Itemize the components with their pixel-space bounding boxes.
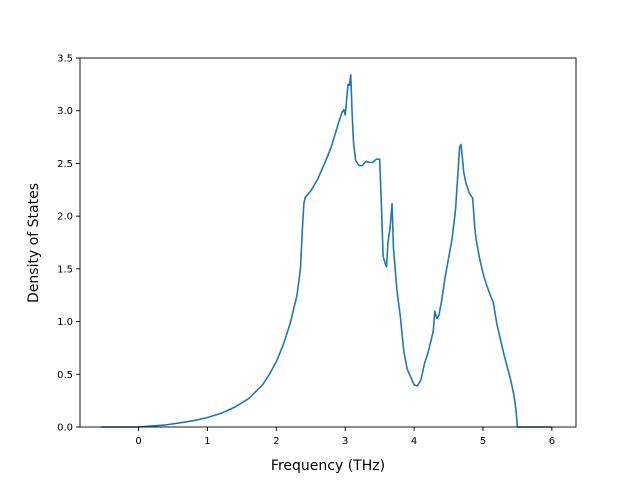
x-tick-label: 4 [411,436,417,447]
x-tick-label: 2 [273,436,279,447]
y-tick-label: 1.5 [57,264,73,275]
x-tick-label: 6 [549,436,555,447]
y-tick-label: 3.0 [57,106,73,117]
x-tick-label: 1 [204,436,210,447]
dos-series-line-0 [100,74,552,428]
y-tick-label: 2.5 [57,159,73,170]
x-tick-label: 3 [342,436,348,447]
plot-frame [79,57,577,428]
y-axis-ticks: 0.0 0.5 1.0 1.5 2.0 2.5 3.0 3.5 [57,54,80,434]
y-tick-label: 3.5 [57,54,73,65]
y-axis-label: Density of States [26,183,42,303]
y-tick-label: 2.0 [57,212,73,223]
x-tick-label: 5 [480,436,486,447]
y-tick-label: 0.0 [57,423,73,434]
y-tick-label: 0.5 [57,370,73,381]
y-tick-label: 1.0 [57,317,73,328]
x-axis-label: Frequency (THz) [271,458,385,474]
x-tick-label: 0 [135,436,141,447]
x-axis-ticks: 0 1 2 3 4 5 6 [135,427,555,447]
plot-area [79,57,577,428]
